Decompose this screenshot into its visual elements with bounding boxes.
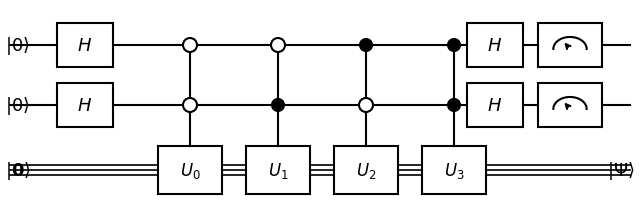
Text: $H$: $H$ — [77, 97, 93, 114]
Text: $U_2$: $U_2$ — [356, 160, 376, 180]
Circle shape — [183, 99, 197, 112]
Circle shape — [360, 40, 372, 52]
Text: $|\mathbf{0}\rangle$: $|\mathbf{0}\rangle$ — [5, 159, 31, 181]
Bar — [422, 146, 486, 194]
Text: $H$: $H$ — [488, 97, 502, 114]
Bar — [334, 146, 398, 194]
Text: $|0\rangle$: $|0\rangle$ — [5, 35, 30, 57]
Bar — [57, 24, 113, 68]
Bar — [158, 146, 222, 194]
Circle shape — [359, 99, 373, 112]
Bar — [467, 24, 523, 68]
Bar — [538, 24, 602, 68]
Bar — [57, 84, 113, 127]
Text: $H$: $H$ — [488, 37, 502, 55]
Bar — [538, 84, 602, 127]
Text: $|0\rangle$: $|0\rangle$ — [5, 95, 30, 116]
Circle shape — [271, 39, 285, 53]
Bar — [467, 84, 523, 127]
Circle shape — [272, 100, 284, 111]
Text: $U_0$: $U_0$ — [180, 160, 200, 180]
Circle shape — [448, 40, 460, 52]
Circle shape — [183, 39, 197, 53]
Text: $U_3$: $U_3$ — [444, 160, 465, 180]
Text: $U_1$: $U_1$ — [268, 160, 288, 180]
Text: $|\Psi\rangle$: $|\Psi\rangle$ — [607, 159, 635, 181]
Text: $H$: $H$ — [77, 37, 93, 55]
Bar — [246, 146, 310, 194]
Circle shape — [448, 100, 460, 111]
